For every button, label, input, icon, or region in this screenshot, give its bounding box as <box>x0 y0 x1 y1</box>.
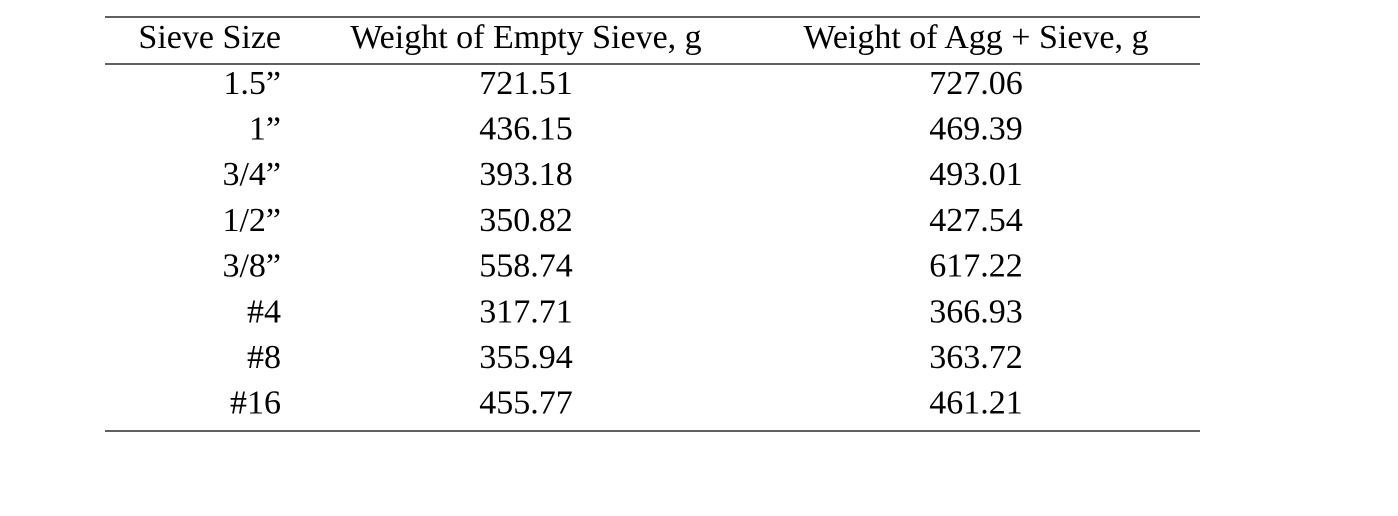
table-cell: 355.94 <box>479 339 573 376</box>
header-cell: Sieve Size <box>138 19 281 56</box>
table-cell: 727.06 <box>929 65 1023 102</box>
table-cell: #16 <box>230 385 281 422</box>
table-cell: 427.54 <box>929 202 1023 239</box>
table-cell: 461.21 <box>929 385 1023 422</box>
table-cell: #8 <box>247 339 281 376</box>
table-cell: 617.22 <box>929 248 1023 285</box>
table-cell: 3/8” <box>222 248 281 285</box>
table-cell: 436.15 <box>479 110 573 147</box>
table-cell: 393.18 <box>479 156 573 193</box>
header-cell: Weight of Empty Sieve, g <box>350 19 701 56</box>
table-cell: 366.93 <box>929 293 1023 330</box>
table-cell: 1/2” <box>222 202 281 239</box>
table-cell: 3/4” <box>222 156 281 193</box>
table-cell: 363.72 <box>929 339 1023 376</box>
header-cell: Weight of Agg + Sieve, g <box>803 19 1148 56</box>
table-cell: 493.01 <box>929 156 1023 193</box>
table-cell: 1” <box>249 110 281 147</box>
table-cell: 469.39 <box>929 110 1023 147</box>
table-cell: 1.5” <box>223 65 281 102</box>
table-cell: #4 <box>247 293 281 330</box>
table-cell: 455.77 <box>479 385 573 422</box>
table-cell: 721.51 <box>479 65 573 102</box>
table-cell: 350.82 <box>479 202 573 239</box>
table-cell: 317.71 <box>479 293 573 330</box>
table-cell: 558.74 <box>479 248 573 285</box>
